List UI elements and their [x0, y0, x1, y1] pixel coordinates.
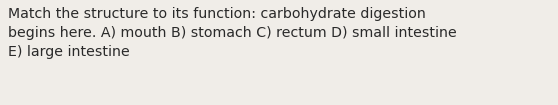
Text: Match the structure to its function: carbohydrate digestion
begins here. A) mout: Match the structure to its function: car… — [8, 7, 457, 59]
